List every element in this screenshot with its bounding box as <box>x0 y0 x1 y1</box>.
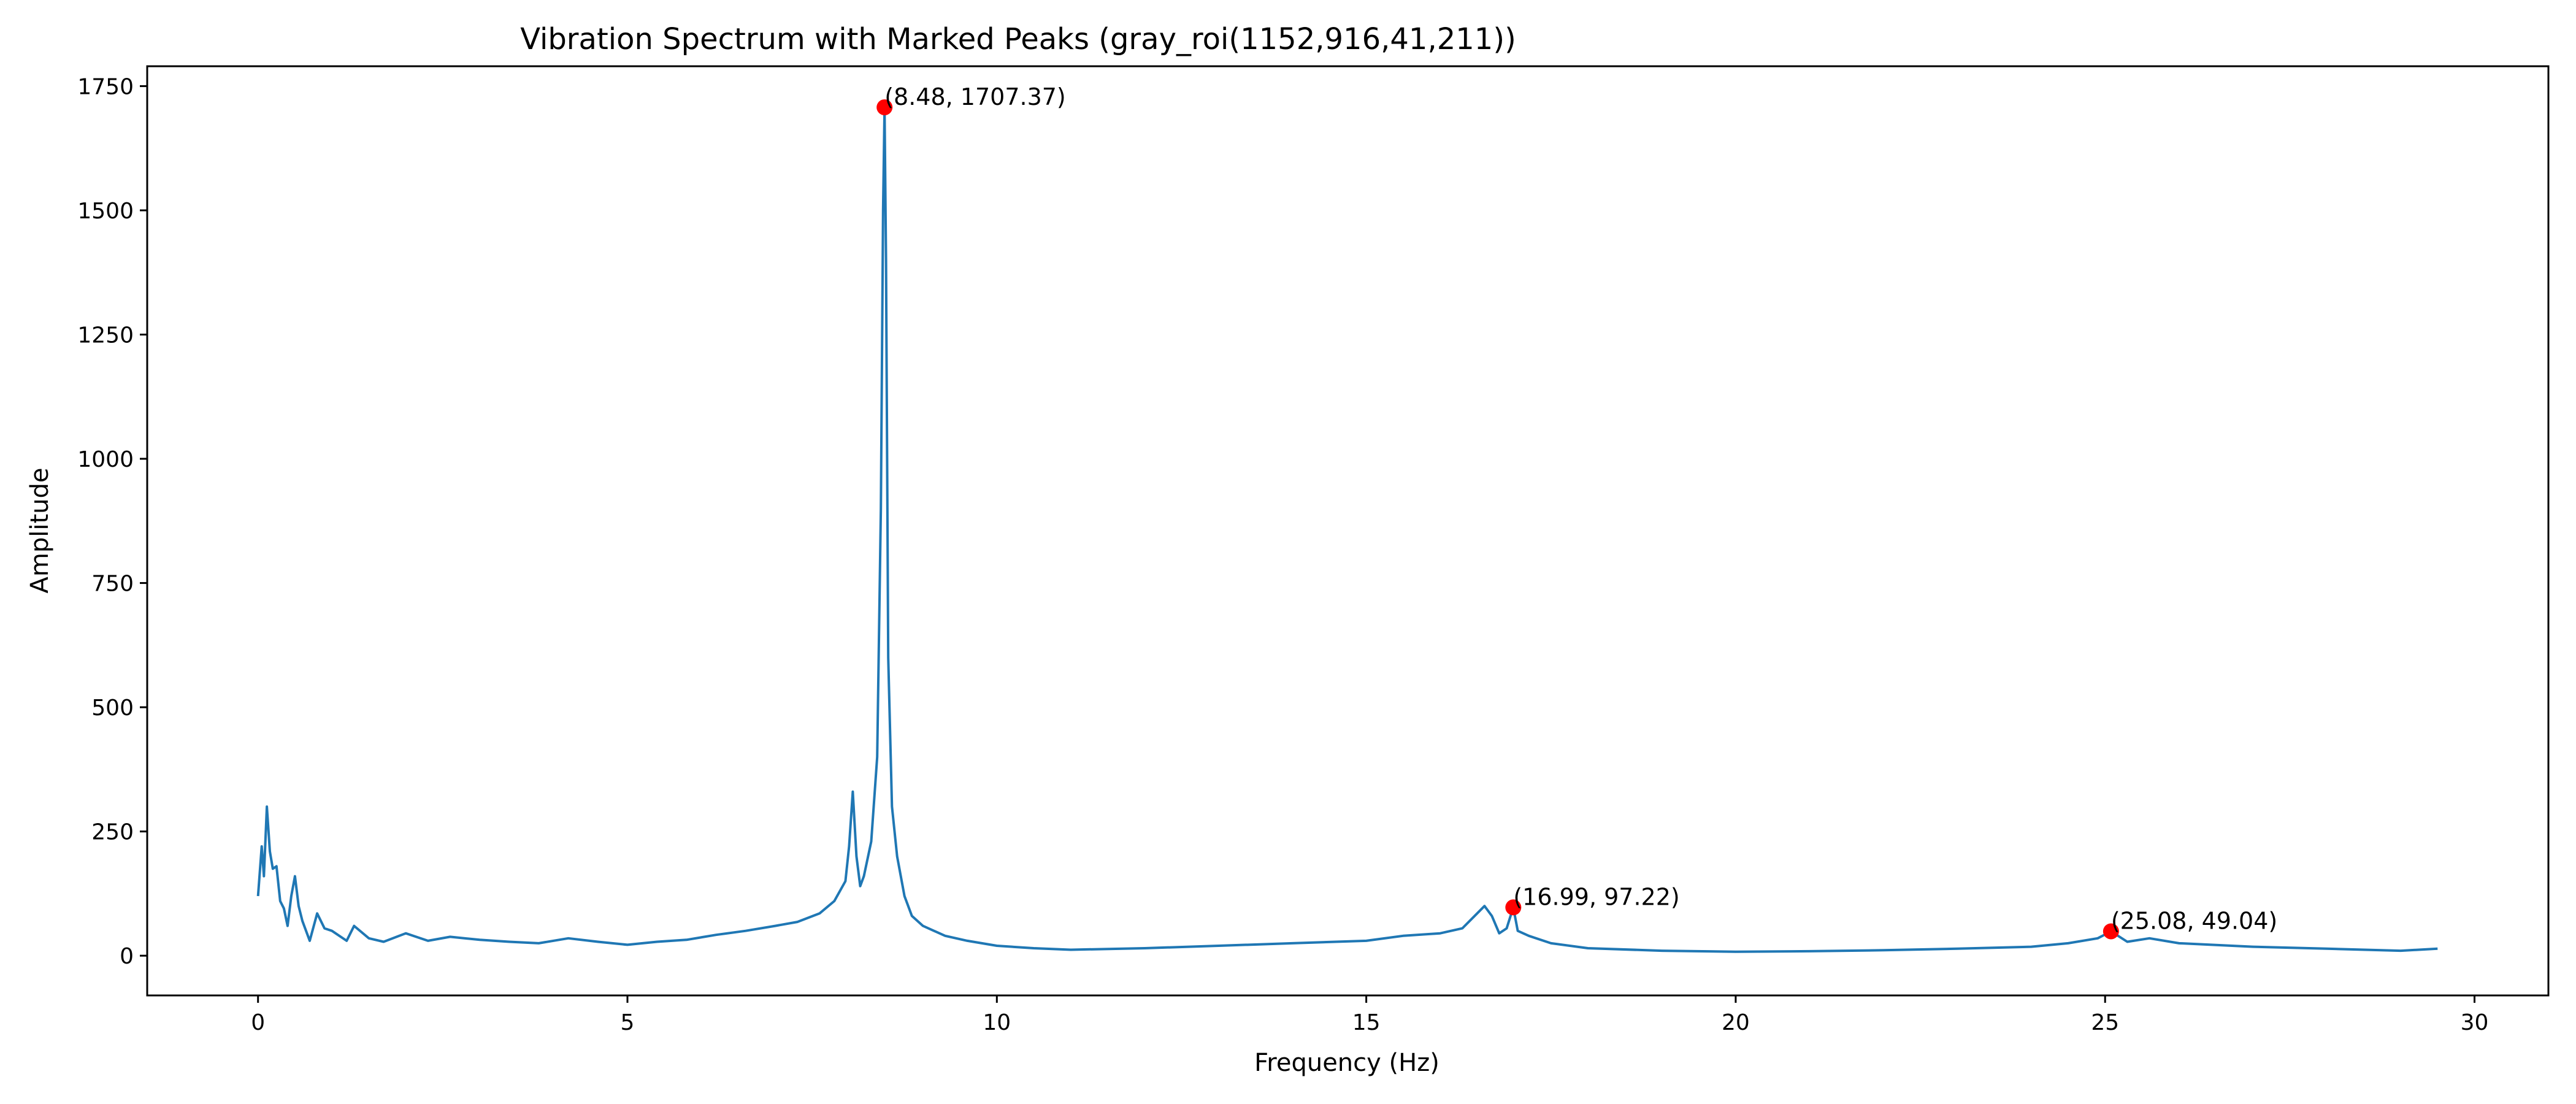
y-tick-label: 1750 <box>77 74 134 99</box>
plot-frame <box>146 65 2550 997</box>
x-axis-ticks: 0 5 10 15 20 25 30 <box>251 995 2488 1035</box>
chart-title: Vibration Spectrum with Marked Peaks (gr… <box>520 22 1516 56</box>
y-tick-label: 0 <box>120 944 134 969</box>
x-tick-label: 10 <box>983 1010 1011 1035</box>
peak-label: (16.99, 97.22) <box>1513 883 1679 910</box>
x-axis-label: Frequency (Hz) <box>1254 1049 1439 1077</box>
y-tick-label: 1250 <box>77 323 134 348</box>
x-tick-label: 15 <box>1352 1010 1381 1035</box>
x-tick-label: 20 <box>1722 1010 1750 1035</box>
plot-area: 0 5 10 15 20 25 30 02505007501000125015001750 … <box>77 65 2550 1035</box>
peak-markers: (8.48, 1707.37) (16.99, 97.22) (25.08, 49.… <box>876 83 2277 940</box>
y-tick-label: 250 <box>91 820 134 845</box>
x-tick-label: 25 <box>2091 1010 2119 1035</box>
x-tick-label: 30 <box>2461 1010 2489 1035</box>
spectrum-line <box>256 105 2438 953</box>
y-tick-label: 1000 <box>77 447 134 472</box>
x-tick-label: 0 <box>251 1010 265 1035</box>
y-axis-ticks: 0 250 500 750 1000 1250 1500 1750 <box>77 74 147 969</box>
peak-label: (8.48, 1707.37) <box>884 83 1066 110</box>
peak-marker <box>2103 923 2119 940</box>
peak-marker <box>876 99 893 115</box>
y-axis-label: Amplitude <box>26 468 54 594</box>
peak-marker <box>1505 899 1522 916</box>
peak-label: (25.08, 49.04) <box>2111 907 2277 934</box>
y-tick-label: 1500 <box>77 199 134 224</box>
x-tick-label: 5 <box>621 1010 635 1035</box>
y-tick-label: 500 <box>91 696 134 721</box>
y-tick-label: 750 <box>91 572 134 597</box>
